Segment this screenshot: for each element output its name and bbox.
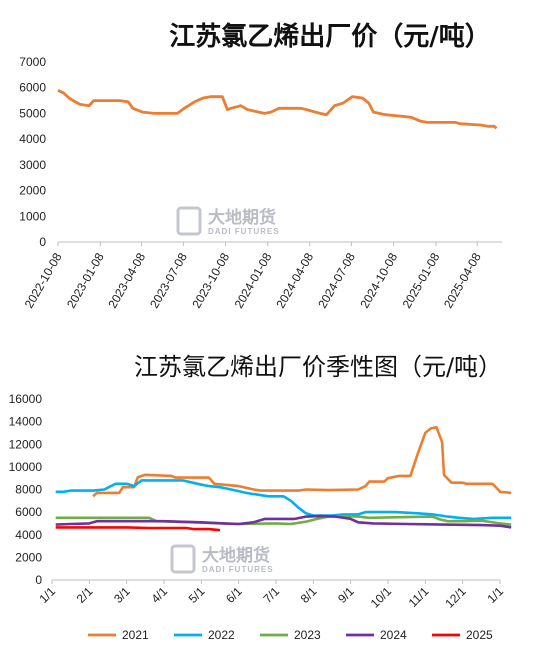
chart2-title: 江苏氯乙烯出厂价季性图（元/吨） (134, 353, 502, 381)
chart2-x-tick-label: 11/1 (406, 584, 432, 610)
chart2-x-tick-label: 9/1 (335, 584, 357, 606)
chart1-y-tick-label: 3000 (19, 158, 46, 172)
chart1-x-tick-label: 2022-10-08 (22, 250, 65, 310)
watermark-en: DADI FUTURES (202, 565, 274, 574)
chart2-y-tick-label: 4000 (15, 528, 42, 542)
chart2-watermark: 大地期货 DADI FUTURES (170, 544, 274, 574)
chart1-x-tick-label: 2023-04-08 (105, 250, 148, 310)
chart2-y-tick-label: 16000 (9, 392, 43, 406)
chart2-series-line-2022 (55, 479, 512, 521)
chart1-x-tick-label: 2025-01-08 (400, 250, 443, 310)
chart1-series-line (57, 89, 498, 130)
watermark-cn: 大地期货 (208, 207, 276, 228)
chart1-x-tick-label: 2023-10-08 (189, 250, 232, 310)
chart1-y-tick-label: 4000 (19, 132, 46, 146)
chart1-y-tick-label: 0 (39, 235, 46, 249)
chart2-y-tick-label: 8000 (15, 483, 42, 497)
chart1-lines (57, 89, 498, 130)
chart1-x-tick-label: 2024-04-08 (273, 250, 316, 310)
chart1-x-tick-label: 2024-07-08 (315, 250, 358, 310)
chart2-x-tick-label: 2/1 (74, 584, 96, 606)
chart2-lines (55, 425, 512, 532)
chart1-x-tick-label: 2025-04-08 (441, 250, 484, 310)
watermark-logo-icon (176, 206, 202, 236)
chart1-y-tick-label: 2000 (19, 184, 46, 198)
chart2-x-tick-label: 5/1 (186, 584, 208, 606)
chart1-y-tick-label: 7000 (19, 55, 46, 69)
watermark-logo-icon (170, 544, 196, 574)
chart1-x-tick-label: 2024-10-08 (357, 250, 400, 310)
chart2-x-tick-label: 3/1 (111, 584, 133, 606)
chart2-y-tick-label: 10000 (9, 460, 43, 474)
chart1-watermark: 大地期货 DADI FUTURES (176, 206, 280, 236)
chart1-x-tick-label: 2023-07-08 (147, 250, 190, 310)
legend-label-2023: 2023 (294, 628, 321, 642)
chart2-x-tick-label: 10/1 (368, 584, 395, 611)
chart2-axes: 0 2000 4000 6000 8000 10000 12000 14000 16000 1/1… (9, 392, 507, 611)
chart2-y-tick-label: 0 (35, 573, 42, 587)
watermark-cn: 大地期货 (202, 545, 270, 566)
chart1-y-tick-label: 5000 (19, 106, 46, 120)
chart1-y-tick-label: 6000 (19, 81, 46, 95)
chart2-series-line-2021 (92, 425, 512, 498)
chart2-y-tick-label: 14000 (9, 415, 43, 429)
chart2-x-tick-label: 6/1 (223, 584, 245, 606)
chart2-legend: 2021 2022 2023 2024 2025 (88, 628, 493, 642)
chart1-title: 江苏氯乙烯出厂价（元/吨） (169, 21, 491, 52)
chart1-x-tick-label: 2024-01-08 (232, 250, 275, 310)
legend-label-2022: 2022 (208, 628, 235, 642)
chart2-x-tick-label: 4/1 (148, 584, 170, 606)
watermark-en: DADI FUTURES (208, 227, 280, 236)
chart1-x-tick-label: 2023-01-08 (64, 250, 107, 310)
chart2-series-line-2024 (55, 514, 512, 529)
chart2-x-tick-label: 12/1 (442, 584, 469, 611)
chart2-y-tick-label: 12000 (9, 437, 43, 451)
chart2-x-tick-label: 1/1 (484, 584, 506, 606)
legend-label-2025: 2025 (466, 628, 493, 642)
chart2-x-tick-label: 8/1 (298, 584, 320, 606)
chart2-y-tick-label: 2000 (15, 550, 42, 564)
chart2-x-tick-label: 7/1 (260, 584, 282, 606)
legend-label-2021: 2021 (122, 628, 149, 642)
chart2-series-line-2025 (55, 526, 221, 532)
chart2-x-tick-label: 1/1 (36, 584, 58, 606)
chart2-y-tick-label: 6000 (15, 505, 42, 519)
chart1-y-tick-label: 1000 (19, 209, 46, 223)
legend-label-2024: 2024 (380, 628, 407, 642)
